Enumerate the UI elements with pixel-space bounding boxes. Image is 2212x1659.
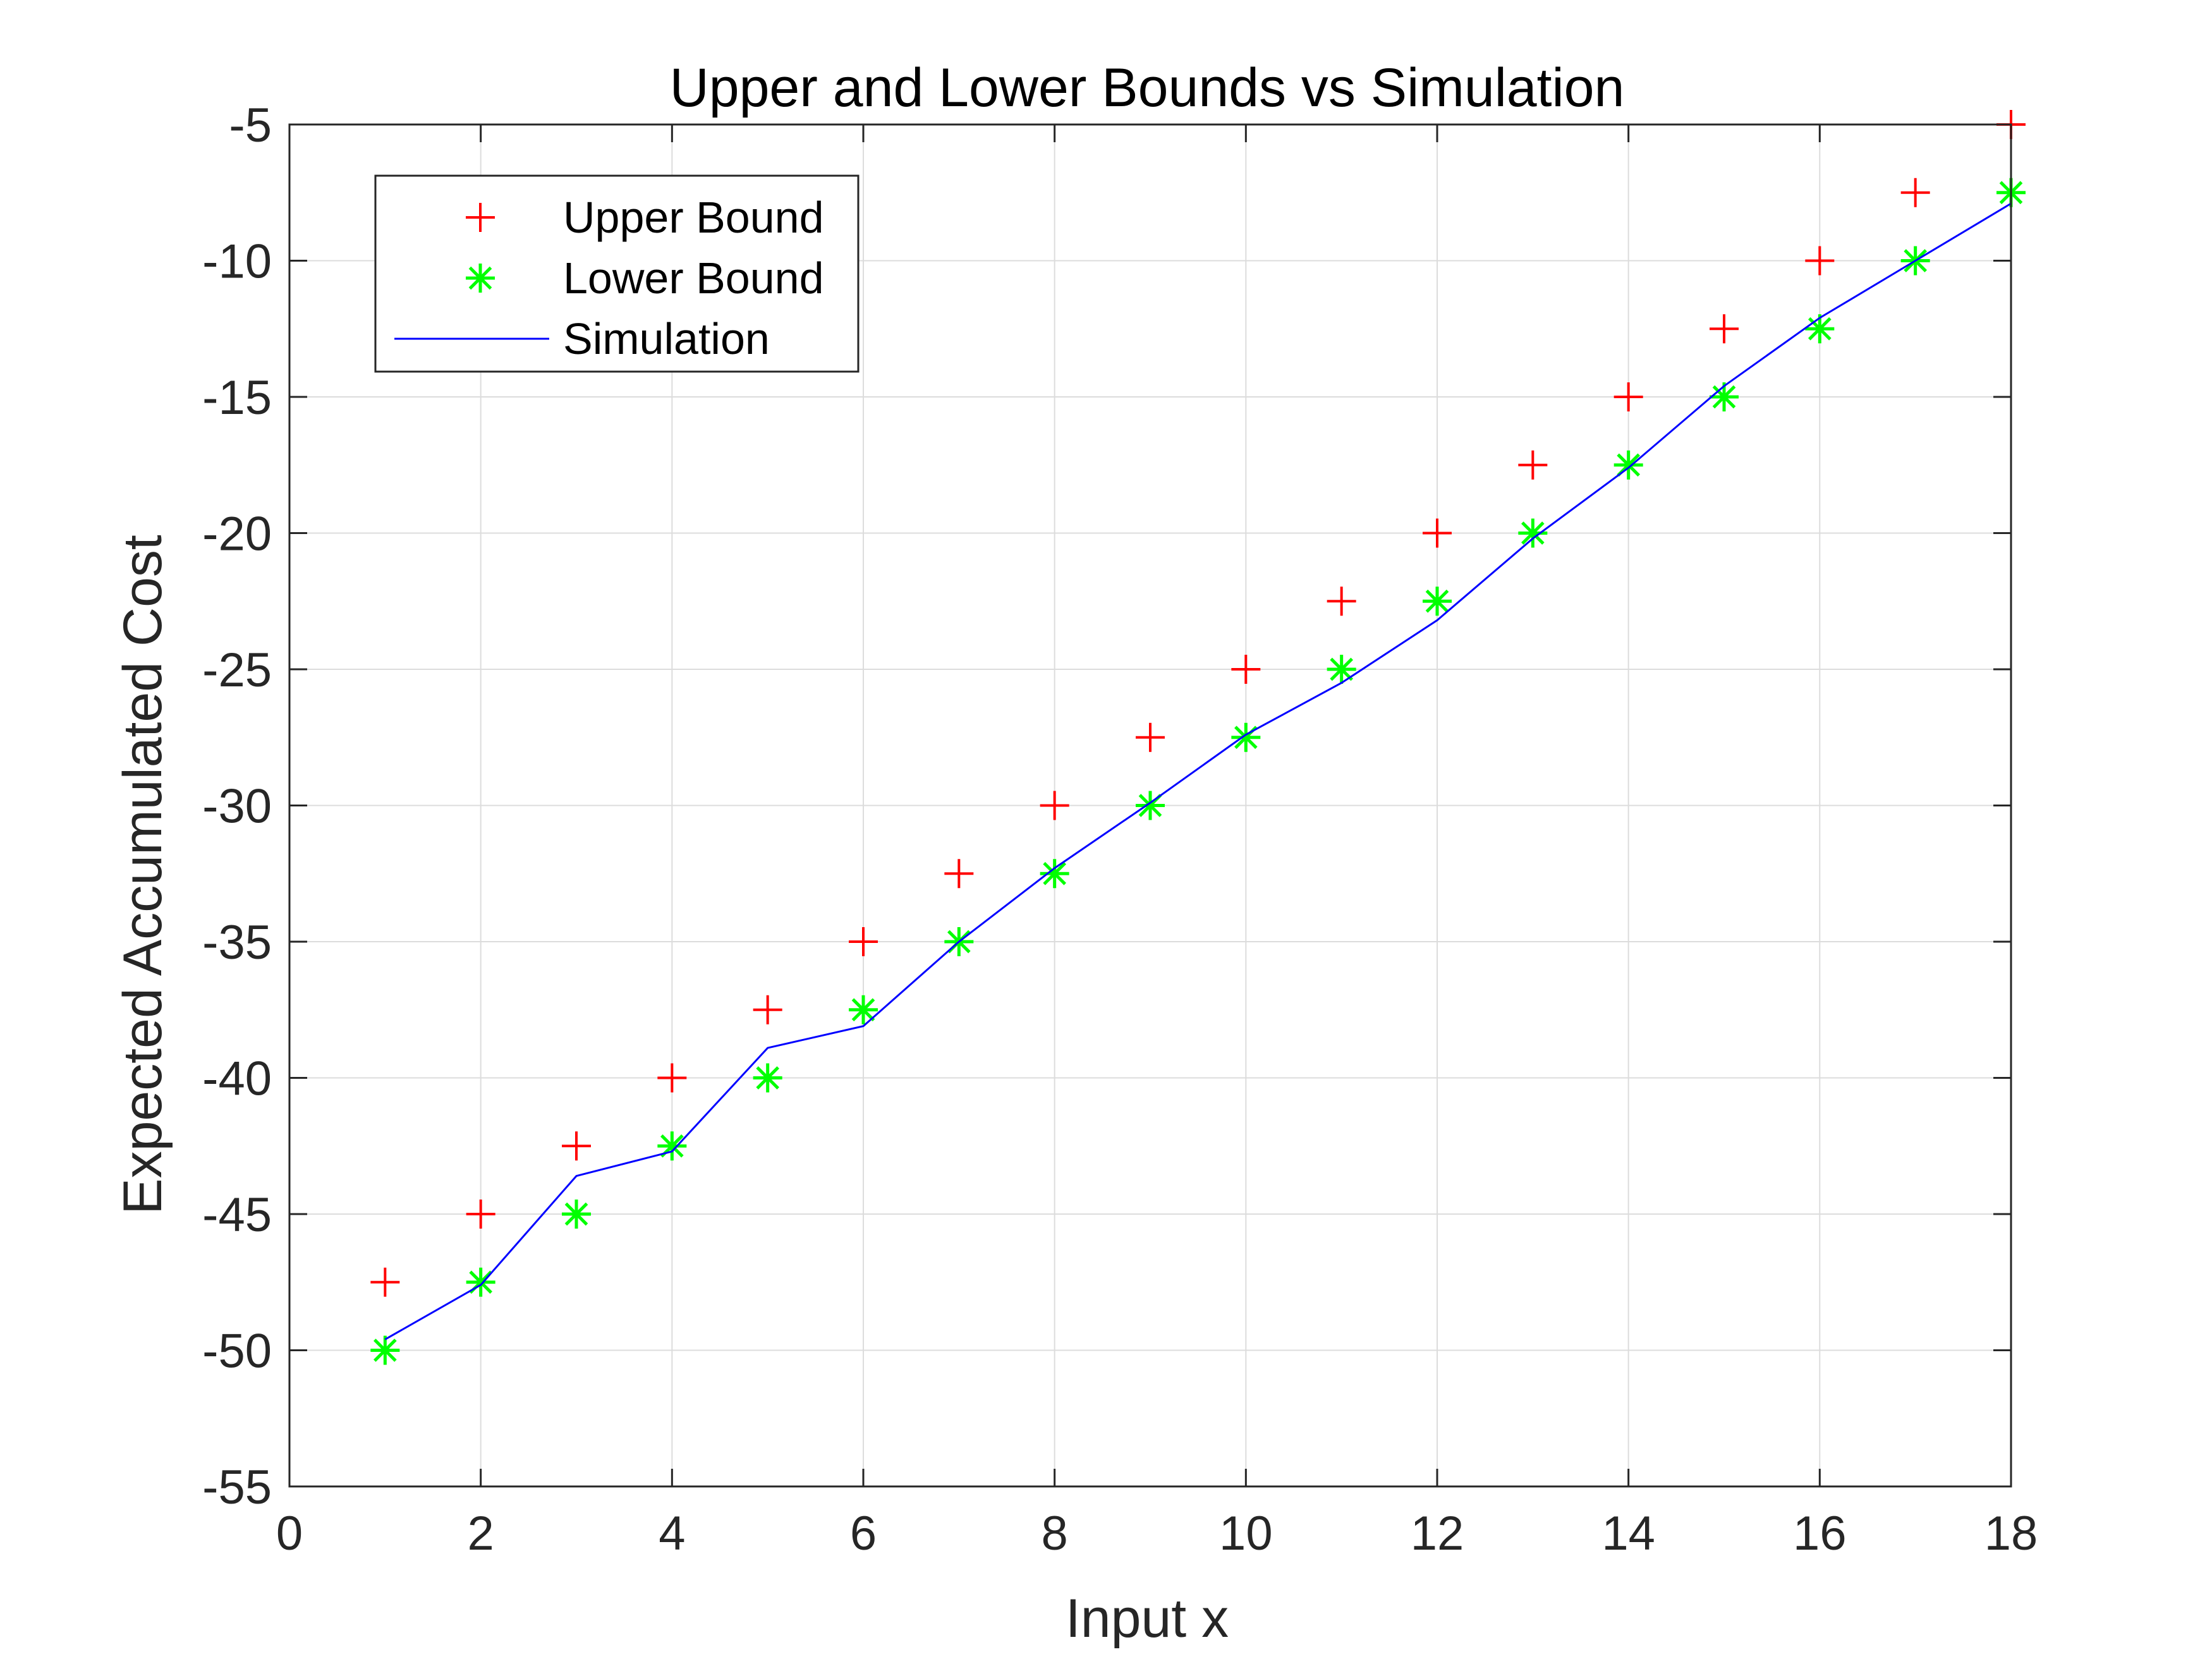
asterisk-marker-d2 bbox=[1712, 385, 1736, 409]
legend-label: Lower Bound bbox=[563, 253, 824, 303]
y-tick-label: -10 bbox=[202, 235, 272, 289]
plot-area bbox=[370, 110, 2026, 1365]
upper-bound-point bbox=[1518, 450, 1548, 480]
legend-item: Upper Bound bbox=[466, 193, 824, 242]
upper-bound-point bbox=[1327, 586, 1356, 616]
asterisk-marker-d2 bbox=[374, 1339, 397, 1362]
x-tick-label: 14 bbox=[1601, 1507, 1655, 1560]
x-axis-title: Input x bbox=[1066, 1588, 1229, 1649]
x-tick-label: 10 bbox=[1219, 1507, 1273, 1560]
upper-bound-point bbox=[849, 927, 878, 956]
y-tick-label: -5 bbox=[229, 99, 272, 152]
series-simulation bbox=[384, 202, 2012, 1340]
lower-bound-point bbox=[1231, 722, 1261, 752]
x-tick-label: 8 bbox=[1042, 1507, 1068, 1560]
upper-bound-point bbox=[370, 1267, 400, 1297]
legend-item: Simulation bbox=[394, 314, 770, 363]
x-tick-label: 0 bbox=[276, 1507, 303, 1560]
upper-bound-point bbox=[466, 1200, 495, 1229]
lower-bound-point bbox=[562, 1200, 591, 1229]
y-tick-label: -35 bbox=[202, 916, 272, 969]
upper-bound-point bbox=[1136, 722, 1165, 752]
lower-bound-point bbox=[849, 995, 878, 1024]
upper-bound-point bbox=[1231, 655, 1261, 684]
legend-label: Upper Bound bbox=[563, 193, 824, 242]
upper-bound-point bbox=[1900, 178, 1930, 207]
upper-bound-point bbox=[753, 995, 782, 1024]
asterisk-marker-d2 bbox=[468, 266, 492, 290]
chart-title: Upper and Lower Bounds vs Simulation bbox=[670, 58, 1625, 118]
asterisk-marker-d2 bbox=[756, 1066, 779, 1090]
x-tick-label: 18 bbox=[1984, 1507, 2038, 1560]
upper-bound-point bbox=[1710, 314, 1739, 344]
upper-bound-point bbox=[944, 859, 974, 889]
y-tick-label: -25 bbox=[202, 643, 272, 697]
lower-bound-point bbox=[753, 1063, 782, 1093]
y-tick-label: -30 bbox=[202, 780, 272, 834]
upper-bound-point bbox=[1613, 382, 1643, 411]
upper-bound-point bbox=[1423, 518, 1452, 548]
asterisk-marker-d2 bbox=[1808, 317, 1832, 341]
legend: Upper Bound Lower Bound Simulation bbox=[374, 174, 860, 373]
x-tick-label: 16 bbox=[1793, 1507, 1847, 1560]
asterisk-marker-d2 bbox=[564, 1202, 588, 1226]
x-tick-label: 2 bbox=[468, 1507, 494, 1560]
x-tick-label: 12 bbox=[1411, 1507, 1464, 1560]
x-tick-label: 6 bbox=[850, 1507, 877, 1560]
y-tick-label: -20 bbox=[202, 507, 272, 561]
asterisk-marker-d2 bbox=[1521, 521, 1545, 545]
upper-bound-point bbox=[1040, 791, 1069, 820]
lower-bound-point bbox=[370, 1335, 400, 1365]
lower-bound-point bbox=[1423, 586, 1452, 616]
upper-bound-point bbox=[1805, 246, 1835, 276]
lower-bound-point bbox=[657, 1131, 687, 1161]
upper-bound-point bbox=[562, 1131, 591, 1161]
asterisk-marker-d2 bbox=[1043, 861, 1066, 885]
lower-bound-point bbox=[1040, 859, 1069, 889]
y-axis-title: Expected Accumulated Cost bbox=[112, 535, 173, 1215]
y-tick-label: -40 bbox=[202, 1052, 272, 1106]
lower-bound-point bbox=[1518, 518, 1548, 548]
simulation-line bbox=[384, 202, 2012, 1340]
y-tick-label: -15 bbox=[202, 371, 272, 425]
legend-item: Lower Bound bbox=[466, 253, 824, 303]
y-tick-label: -55 bbox=[202, 1461, 272, 1514]
lower-bound-point bbox=[1327, 655, 1356, 684]
axes: 0 2 4 6 8 10 12 14 16 18 -5 -10 -15 -20 -25 -30 -35 -40 -4… bbox=[202, 99, 2038, 1560]
series-upper-bound bbox=[370, 110, 2026, 1297]
upper-bound-point bbox=[657, 1063, 687, 1093]
asterisk-marker-d2 bbox=[1425, 589, 1449, 613]
x-tick-label: 4 bbox=[659, 1507, 685, 1560]
asterisk-marker-d2 bbox=[1330, 657, 1353, 681]
y-tick-label: -50 bbox=[202, 1325, 272, 1378]
legend-label: Simulation bbox=[563, 314, 770, 363]
asterisk-marker-d2 bbox=[851, 998, 875, 1022]
y-tick-label: -45 bbox=[202, 1188, 272, 1242]
